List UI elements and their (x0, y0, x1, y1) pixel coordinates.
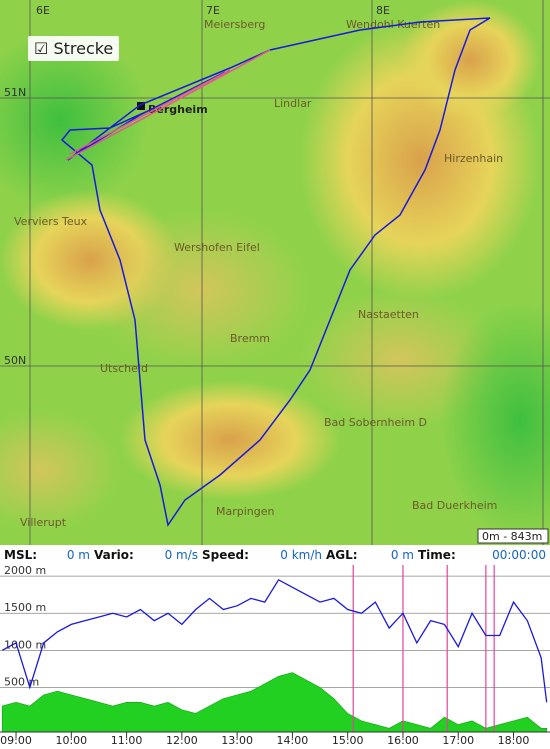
status-value: 0 m/s (164, 548, 198, 562)
lat-label: 50N (4, 354, 26, 367)
lon-label: 6E (36, 4, 50, 17)
terrain (0, 30, 150, 210)
status-label: Speed: (202, 548, 249, 562)
place-label: Bremm (230, 332, 270, 345)
checkbox-label: Strecke (53, 39, 114, 58)
x-tick-label: 11:00 (111, 734, 143, 747)
x-tick-label: 13:00 (221, 734, 253, 747)
lon-label: 8E (376, 4, 390, 17)
status-value: 0 km/h (280, 548, 322, 562)
terrain (120, 380, 340, 500)
place-label: Hirzenhain (444, 152, 503, 165)
route (65, 49, 271, 161)
place-label: Villerupt (20, 516, 67, 529)
x-tick-label: 17:00 (442, 734, 474, 747)
y-tick-label: 1500 m (4, 601, 46, 614)
terrain (90, 210, 310, 370)
terrain (400, 0, 540, 120)
status-label: Vario: (94, 548, 134, 562)
terrain (440, 300, 550, 540)
scale-box (477, 528, 549, 544)
y-tick-label: 500 m (4, 675, 39, 688)
map: 6E 7E 8E 51N 50N Meiersberg Wendohl Kuer… (0, 0, 550, 545)
y-tick-label: 1000 m (4, 638, 46, 651)
place-label: Nastaetten (358, 308, 419, 321)
altitude-line (1, 578, 548, 703)
place-label: Bergheim (148, 103, 208, 116)
x-tick-label: 12:00 (166, 734, 198, 747)
place-label: Wershofen Eifel (174, 241, 260, 254)
barogram: 500 m 1000 m 1500 m 2000 m 09:00 10:00 11:00 12… (0, 565, 550, 747)
place-label: Bad Sobernheim D (324, 416, 427, 429)
x-tick-label: 16:00 (387, 734, 419, 747)
route-toggle[interactable]: ☑ Strecke (28, 36, 120, 61)
takeoff-marker (137, 102, 145, 110)
x-tick-label: 14:00 (277, 734, 309, 747)
status-value: 0 m (390, 548, 414, 562)
places: Meiersberg Wendohl Kuerten Bergheim Lind… (14, 18, 503, 529)
place-label: Meiersberg (204, 18, 265, 31)
place-label: Verviers Teux (14, 215, 88, 228)
status-value: 00:00:00 (492, 548, 546, 562)
x-tick-label: 10:00 (55, 734, 87, 747)
place-label: Bad Duerkheim (412, 499, 497, 512)
status-label: AGL: (326, 548, 358, 562)
place-label: Utscheid (100, 362, 148, 375)
lon-label: 7E (206, 4, 220, 17)
status-value: 0 m (66, 548, 90, 562)
x-tick-label: 18:00 (498, 734, 530, 747)
scale-label: 0m - 843m (482, 530, 542, 543)
x-tick-label: 09:00 (0, 734, 32, 747)
status-label: MSL: (4, 548, 38, 562)
y-tick-label: 2000 m (4, 565, 46, 577)
status-label: Time: (418, 548, 456, 562)
place-label: Marpingen (216, 505, 275, 518)
ground-area (1, 672, 547, 733)
place-label: Wendohl Kuerten (346, 18, 440, 31)
lat-label: 51N (4, 86, 26, 99)
place-label: Lindlar (274, 97, 312, 110)
graticule (0, 0, 550, 545)
x-tick-label: 15:00 (332, 734, 364, 747)
status-bar: MSL: 0 m Vario: 0 m/s Speed: 0 km/h AGL: 0 m Tim… (0, 545, 550, 565)
track (60, 17, 491, 527)
